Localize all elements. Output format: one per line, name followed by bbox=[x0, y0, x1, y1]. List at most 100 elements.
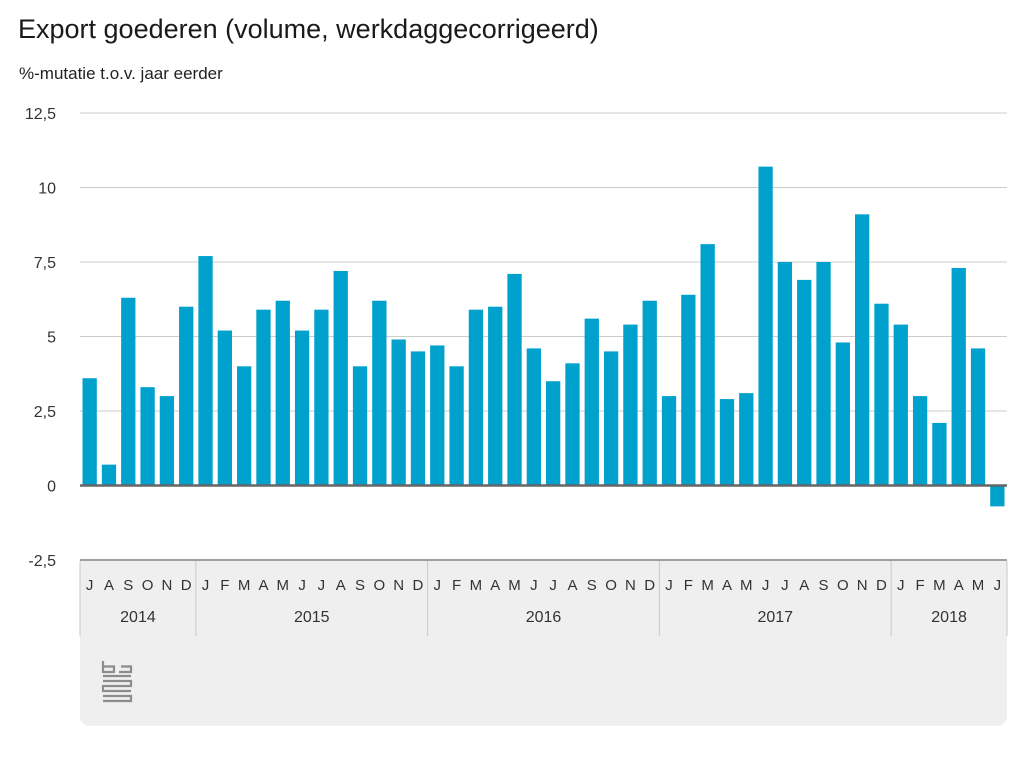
month-label: N bbox=[161, 577, 172, 594]
month-label: M bbox=[238, 577, 251, 594]
bar bbox=[159, 396, 175, 486]
y-axis-labels: 12,5 10 7,5 5 2,5 0 -2,5 bbox=[25, 106, 56, 570]
month-label: J bbox=[781, 577, 789, 594]
month-label: A bbox=[104, 577, 114, 594]
y-tick-label: 12,5 bbox=[25, 106, 56, 123]
year-label: 2018 bbox=[931, 609, 967, 626]
month-label: M bbox=[701, 577, 714, 594]
year-label: 2014 bbox=[120, 609, 156, 626]
month-label: J bbox=[86, 577, 94, 594]
month-label: A bbox=[567, 577, 577, 594]
bar bbox=[739, 393, 754, 486]
bar bbox=[101, 464, 117, 486]
y-tick-label: -2,5 bbox=[28, 553, 56, 570]
month-label: J bbox=[318, 577, 326, 594]
bar bbox=[314, 309, 329, 486]
y-tick-label: 2,5 bbox=[34, 404, 56, 421]
x-axis-band bbox=[80, 561, 1007, 636]
gridlines bbox=[80, 112, 1007, 561]
month-label: M bbox=[277, 577, 290, 594]
month-label: D bbox=[413, 577, 424, 594]
month-label: N bbox=[857, 577, 868, 594]
month-label: N bbox=[393, 577, 404, 594]
cbs-logo-icon bbox=[101, 661, 133, 703]
bar bbox=[352, 366, 368, 486]
bar bbox=[951, 267, 966, 486]
month-label: M bbox=[508, 577, 521, 594]
month-label: F bbox=[684, 577, 693, 594]
bar bbox=[603, 351, 619, 486]
bar bbox=[874, 303, 889, 486]
bar bbox=[835, 342, 850, 486]
month-label: A bbox=[799, 577, 809, 594]
bar bbox=[198, 256, 213, 486]
month-label: F bbox=[220, 577, 229, 594]
month-label: N bbox=[625, 577, 636, 594]
y-tick-label: 7,5 bbox=[34, 255, 56, 272]
month-label: S bbox=[587, 577, 597, 594]
month-label: M bbox=[972, 577, 985, 594]
bar bbox=[584, 318, 599, 486]
month-label: J bbox=[762, 577, 770, 594]
y-tick-label: 5 bbox=[47, 330, 56, 347]
bar bbox=[372, 300, 387, 486]
month-label: J bbox=[434, 577, 442, 594]
bar bbox=[449, 366, 464, 486]
bar bbox=[526, 348, 541, 486]
month-label: F bbox=[452, 577, 461, 594]
bar bbox=[990, 485, 1005, 507]
bar bbox=[256, 309, 271, 486]
bar bbox=[623, 324, 638, 486]
month-label: O bbox=[142, 577, 154, 594]
bar bbox=[855, 214, 870, 486]
month-label: A bbox=[258, 577, 268, 594]
bar bbox=[179, 306, 194, 486]
month-label: A bbox=[490, 577, 500, 594]
bar bbox=[758, 166, 773, 486]
chart-subtitle: %-mutatie t.o.v. jaar eerder bbox=[19, 64, 223, 83]
bar bbox=[237, 366, 252, 486]
bar bbox=[797, 279, 812, 486]
bar bbox=[410, 351, 426, 486]
month-label: S bbox=[355, 577, 365, 594]
month-label: O bbox=[605, 577, 617, 594]
month-label: J bbox=[202, 577, 210, 594]
bar bbox=[140, 387, 155, 486]
month-label: D bbox=[644, 577, 655, 594]
month-label: A bbox=[722, 577, 732, 594]
bar bbox=[507, 273, 522, 486]
bar bbox=[912, 396, 928, 486]
month-label: O bbox=[374, 577, 386, 594]
bar bbox=[565, 363, 580, 486]
month-label: S bbox=[123, 577, 133, 594]
month-label: M bbox=[740, 577, 753, 594]
y-tick-label: 10 bbox=[38, 181, 56, 198]
bar bbox=[275, 300, 290, 486]
month-label: M bbox=[933, 577, 946, 594]
bar bbox=[932, 422, 947, 486]
month-label: S bbox=[819, 577, 829, 594]
bar bbox=[391, 339, 406, 486]
bar bbox=[333, 270, 348, 486]
bar bbox=[82, 378, 97, 486]
bar bbox=[546, 381, 561, 486]
month-label: J bbox=[665, 577, 673, 594]
month-label: J bbox=[994, 577, 1002, 594]
month-label: A bbox=[336, 577, 346, 594]
month-label: M bbox=[470, 577, 483, 594]
bar bbox=[700, 244, 715, 486]
bar bbox=[121, 297, 136, 486]
year-label: 2017 bbox=[757, 609, 793, 626]
month-label: J bbox=[298, 577, 306, 594]
month-label: J bbox=[897, 577, 905, 594]
y-tick-label: 0 bbox=[47, 479, 56, 496]
bar bbox=[217, 330, 232, 486]
footer-panel bbox=[80, 636, 1007, 726]
month-label: J bbox=[549, 577, 557, 594]
bars bbox=[82, 166, 1005, 507]
bar bbox=[488, 306, 503, 486]
bar bbox=[294, 330, 310, 486]
month-label: O bbox=[837, 577, 849, 594]
